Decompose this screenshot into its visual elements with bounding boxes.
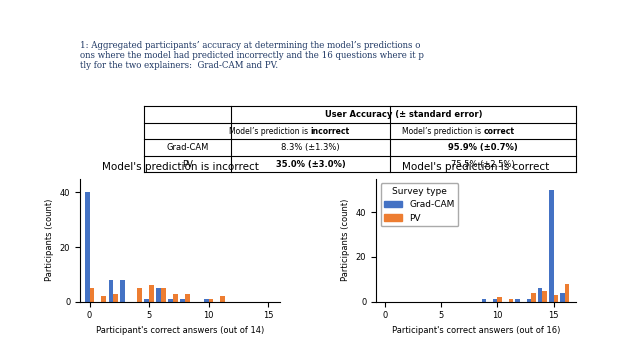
Bar	[542, 291, 547, 302]
Bar	[509, 299, 513, 302]
Bar	[564, 284, 569, 302]
Bar	[137, 288, 142, 302]
Legend: Grad-CAM, PV: Grad-CAM, PV	[381, 183, 458, 226]
Bar	[90, 288, 94, 302]
Text: Grad-CAM: Grad-CAM	[166, 143, 209, 152]
X-axis label: Participant's correct answers (out of 16): Participant's correct answers (out of 16…	[392, 326, 560, 335]
Bar	[173, 294, 178, 302]
Bar	[101, 296, 106, 302]
Y-axis label: Participants (count): Participants (count)	[45, 199, 54, 281]
Text: User Accuracy (± standard error): User Accuracy (± standard error)	[324, 110, 482, 119]
Bar	[549, 190, 554, 302]
Bar	[156, 288, 161, 302]
Text: incorrect: incorrect	[310, 127, 349, 136]
Bar	[180, 299, 185, 302]
Text: Model’s prediction is: Model’s prediction is	[229, 127, 310, 136]
Bar	[554, 295, 558, 302]
Title: Model's prediction is correct: Model's prediction is correct	[403, 162, 550, 172]
Text: 35.0% (±3.0%): 35.0% (±3.0%)	[276, 160, 346, 168]
Bar	[120, 280, 125, 302]
Bar	[527, 299, 531, 302]
Text: Model’s prediction is: Model’s prediction is	[402, 127, 483, 136]
Bar	[185, 294, 189, 302]
Bar	[493, 299, 497, 302]
Bar	[220, 296, 225, 302]
Bar	[168, 299, 173, 302]
Y-axis label: Participants (count): Participants (count)	[341, 199, 350, 281]
X-axis label: Participant's correct answers (out of 14): Participant's correct answers (out of 14…	[96, 326, 264, 335]
Bar	[209, 299, 213, 302]
Bar	[144, 299, 149, 302]
Bar	[515, 299, 520, 302]
Bar	[497, 297, 502, 302]
Bar	[149, 285, 154, 302]
Bar	[204, 299, 209, 302]
Text: 1: Aggregated participants’ accuracy at determining the model’s predictions o
on: 1: Aggregated participants’ accuracy at …	[80, 41, 424, 71]
Bar	[531, 293, 536, 302]
Bar	[560, 293, 564, 302]
Bar	[113, 294, 118, 302]
Text: 8.3% (±1.3%): 8.3% (±1.3%)	[282, 143, 340, 152]
Text: 75.5% (±2.5%): 75.5% (±2.5%)	[451, 160, 515, 168]
Bar	[482, 299, 486, 302]
Text: correct: correct	[483, 127, 514, 136]
Title: Model's prediction is incorrect: Model's prediction is incorrect	[102, 162, 259, 172]
Bar	[109, 280, 113, 302]
Bar	[84, 192, 90, 302]
Text: PV: PV	[182, 160, 193, 168]
Bar	[538, 288, 542, 302]
Bar	[161, 288, 166, 302]
Text: 95.9% (±0.7%): 95.9% (±0.7%)	[449, 143, 518, 152]
